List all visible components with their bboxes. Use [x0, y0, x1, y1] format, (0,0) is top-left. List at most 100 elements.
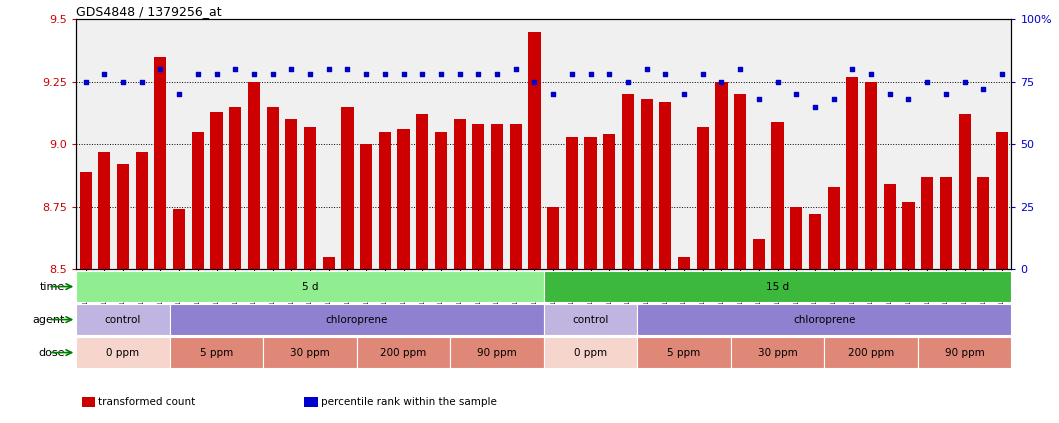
Point	[732, 66, 749, 72]
Point	[246, 71, 263, 77]
Bar	[397, 129, 410, 269]
Bar	[416, 114, 428, 269]
Bar	[604, 134, 615, 269]
Point	[600, 71, 617, 77]
Point	[807, 103, 824, 110]
Bar	[921, 176, 933, 269]
Bar	[846, 77, 859, 269]
Bar	[211, 112, 222, 269]
Bar	[453, 119, 466, 269]
Text: transformed count: transformed count	[98, 397, 196, 407]
Point	[339, 66, 356, 72]
Bar	[660, 102, 671, 269]
Bar	[544, 337, 638, 368]
Point	[190, 71, 207, 77]
Text: 90 ppm: 90 ppm	[945, 348, 985, 357]
Text: 200 ppm: 200 ppm	[848, 348, 894, 357]
Point	[956, 78, 973, 85]
Point	[844, 66, 861, 72]
Bar	[678, 256, 690, 269]
Point	[769, 78, 786, 85]
Point	[451, 71, 468, 77]
Bar	[958, 114, 971, 269]
Point	[283, 66, 300, 72]
Point	[881, 91, 898, 97]
Bar	[169, 337, 264, 368]
Bar	[883, 184, 896, 269]
Bar	[772, 121, 784, 269]
Bar	[285, 119, 298, 269]
Bar	[229, 107, 241, 269]
Point	[919, 78, 936, 85]
Bar	[548, 206, 559, 269]
Text: agent: agent	[33, 315, 65, 324]
Point	[507, 66, 524, 72]
Bar	[173, 209, 185, 269]
Bar	[357, 337, 450, 368]
Point	[208, 71, 225, 77]
Point	[320, 66, 337, 72]
Point	[170, 91, 187, 97]
Bar	[248, 82, 261, 269]
Point	[751, 96, 768, 102]
Point	[863, 71, 880, 77]
Bar	[76, 271, 544, 302]
Point	[302, 71, 319, 77]
Text: time: time	[40, 282, 65, 291]
Bar	[192, 132, 204, 269]
Point	[376, 71, 393, 77]
Point	[825, 96, 842, 102]
Point	[114, 78, 131, 85]
Point	[151, 66, 168, 72]
Point	[639, 66, 656, 72]
Bar	[304, 126, 316, 269]
Text: 15 d: 15 d	[766, 282, 789, 291]
Bar	[76, 304, 169, 335]
Bar	[977, 176, 989, 269]
Bar	[585, 137, 596, 269]
Point	[470, 71, 487, 77]
Point	[713, 78, 730, 85]
Text: 0 ppm: 0 ppm	[107, 348, 140, 357]
Bar	[435, 132, 447, 269]
Text: 5 ppm: 5 ppm	[200, 348, 233, 357]
Bar	[491, 124, 503, 269]
Bar	[622, 94, 634, 269]
Bar	[865, 82, 877, 269]
Bar	[341, 107, 354, 269]
Point	[358, 71, 375, 77]
Bar	[731, 337, 824, 368]
Bar	[753, 239, 765, 269]
Bar	[902, 201, 915, 269]
Point	[432, 71, 449, 77]
Bar	[939, 176, 952, 269]
Point	[488, 71, 505, 77]
Text: percentile rank within the sample: percentile rank within the sample	[321, 397, 497, 407]
Point	[975, 85, 992, 92]
Bar	[528, 32, 540, 269]
Bar	[379, 132, 391, 269]
Bar	[734, 94, 747, 269]
Text: 5 d: 5 d	[302, 282, 319, 291]
Point	[788, 91, 805, 97]
Text: 200 ppm: 200 ppm	[380, 348, 427, 357]
Bar	[566, 137, 578, 269]
Point	[620, 78, 636, 85]
Bar	[116, 164, 129, 269]
Text: 5 ppm: 5 ppm	[667, 348, 701, 357]
Text: 30 ppm: 30 ppm	[290, 348, 330, 357]
Bar	[136, 151, 148, 269]
Bar	[155, 57, 166, 269]
Bar	[827, 187, 840, 269]
Point	[657, 71, 674, 77]
Bar	[267, 107, 279, 269]
Bar	[638, 304, 1011, 335]
Text: control: control	[572, 315, 609, 324]
Text: 30 ppm: 30 ppm	[757, 348, 797, 357]
Text: chloroprene: chloroprene	[325, 315, 388, 324]
Text: chloroprene: chloroprene	[793, 315, 856, 324]
Point	[95, 71, 112, 77]
Text: control: control	[105, 315, 141, 324]
Point	[676, 91, 693, 97]
Point	[264, 71, 281, 77]
